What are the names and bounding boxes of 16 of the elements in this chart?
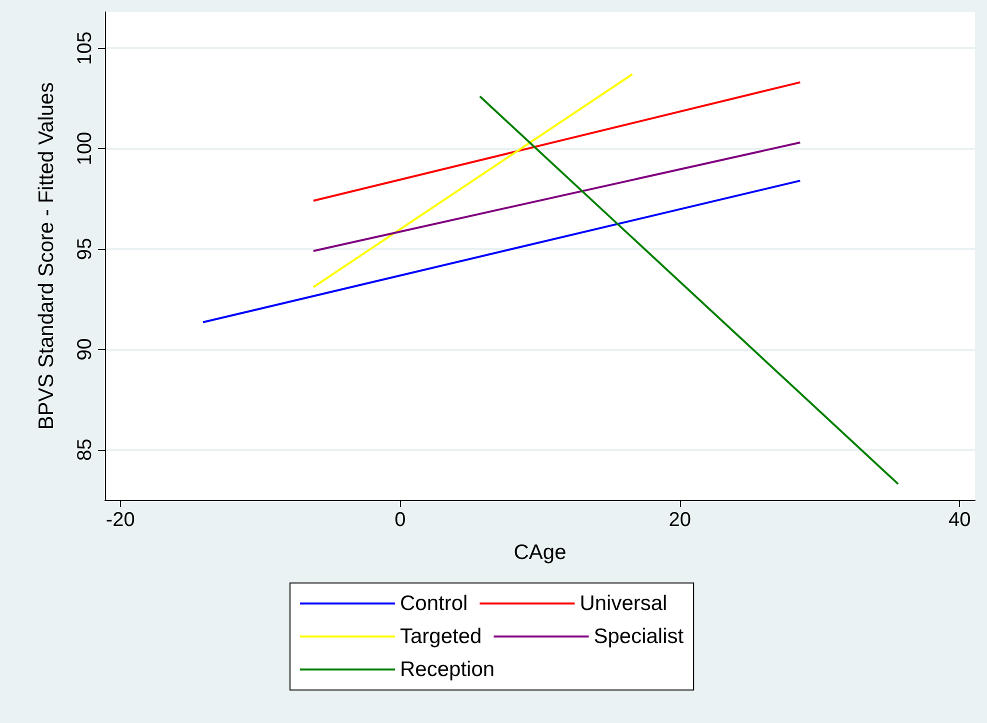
legend-label: Universal	[580, 592, 668, 615]
x-tick-label: -20	[106, 509, 135, 531]
x-axis-title: CAge	[514, 541, 566, 564]
legend-label: Specialist	[594, 625, 684, 648]
x-tick-label: 20	[668, 509, 691, 531]
y-tick-label: 105	[74, 31, 96, 65]
legend-label: Targeted	[400, 625, 482, 648]
legend-label: Reception	[400, 658, 495, 681]
y-tick-label: 95	[74, 238, 96, 260]
y-axis-title: BPVS Standard Score - Fitted Values	[35, 82, 58, 430]
x-tick-label: 0	[394, 509, 406, 531]
x-tick-label: 40	[948, 509, 971, 531]
y-tick-label: 90	[74, 338, 96, 361]
y-tick-label: 85	[74, 438, 96, 461]
y-tick-label: 100	[74, 132, 96, 166]
legend-label: Control	[400, 592, 468, 615]
